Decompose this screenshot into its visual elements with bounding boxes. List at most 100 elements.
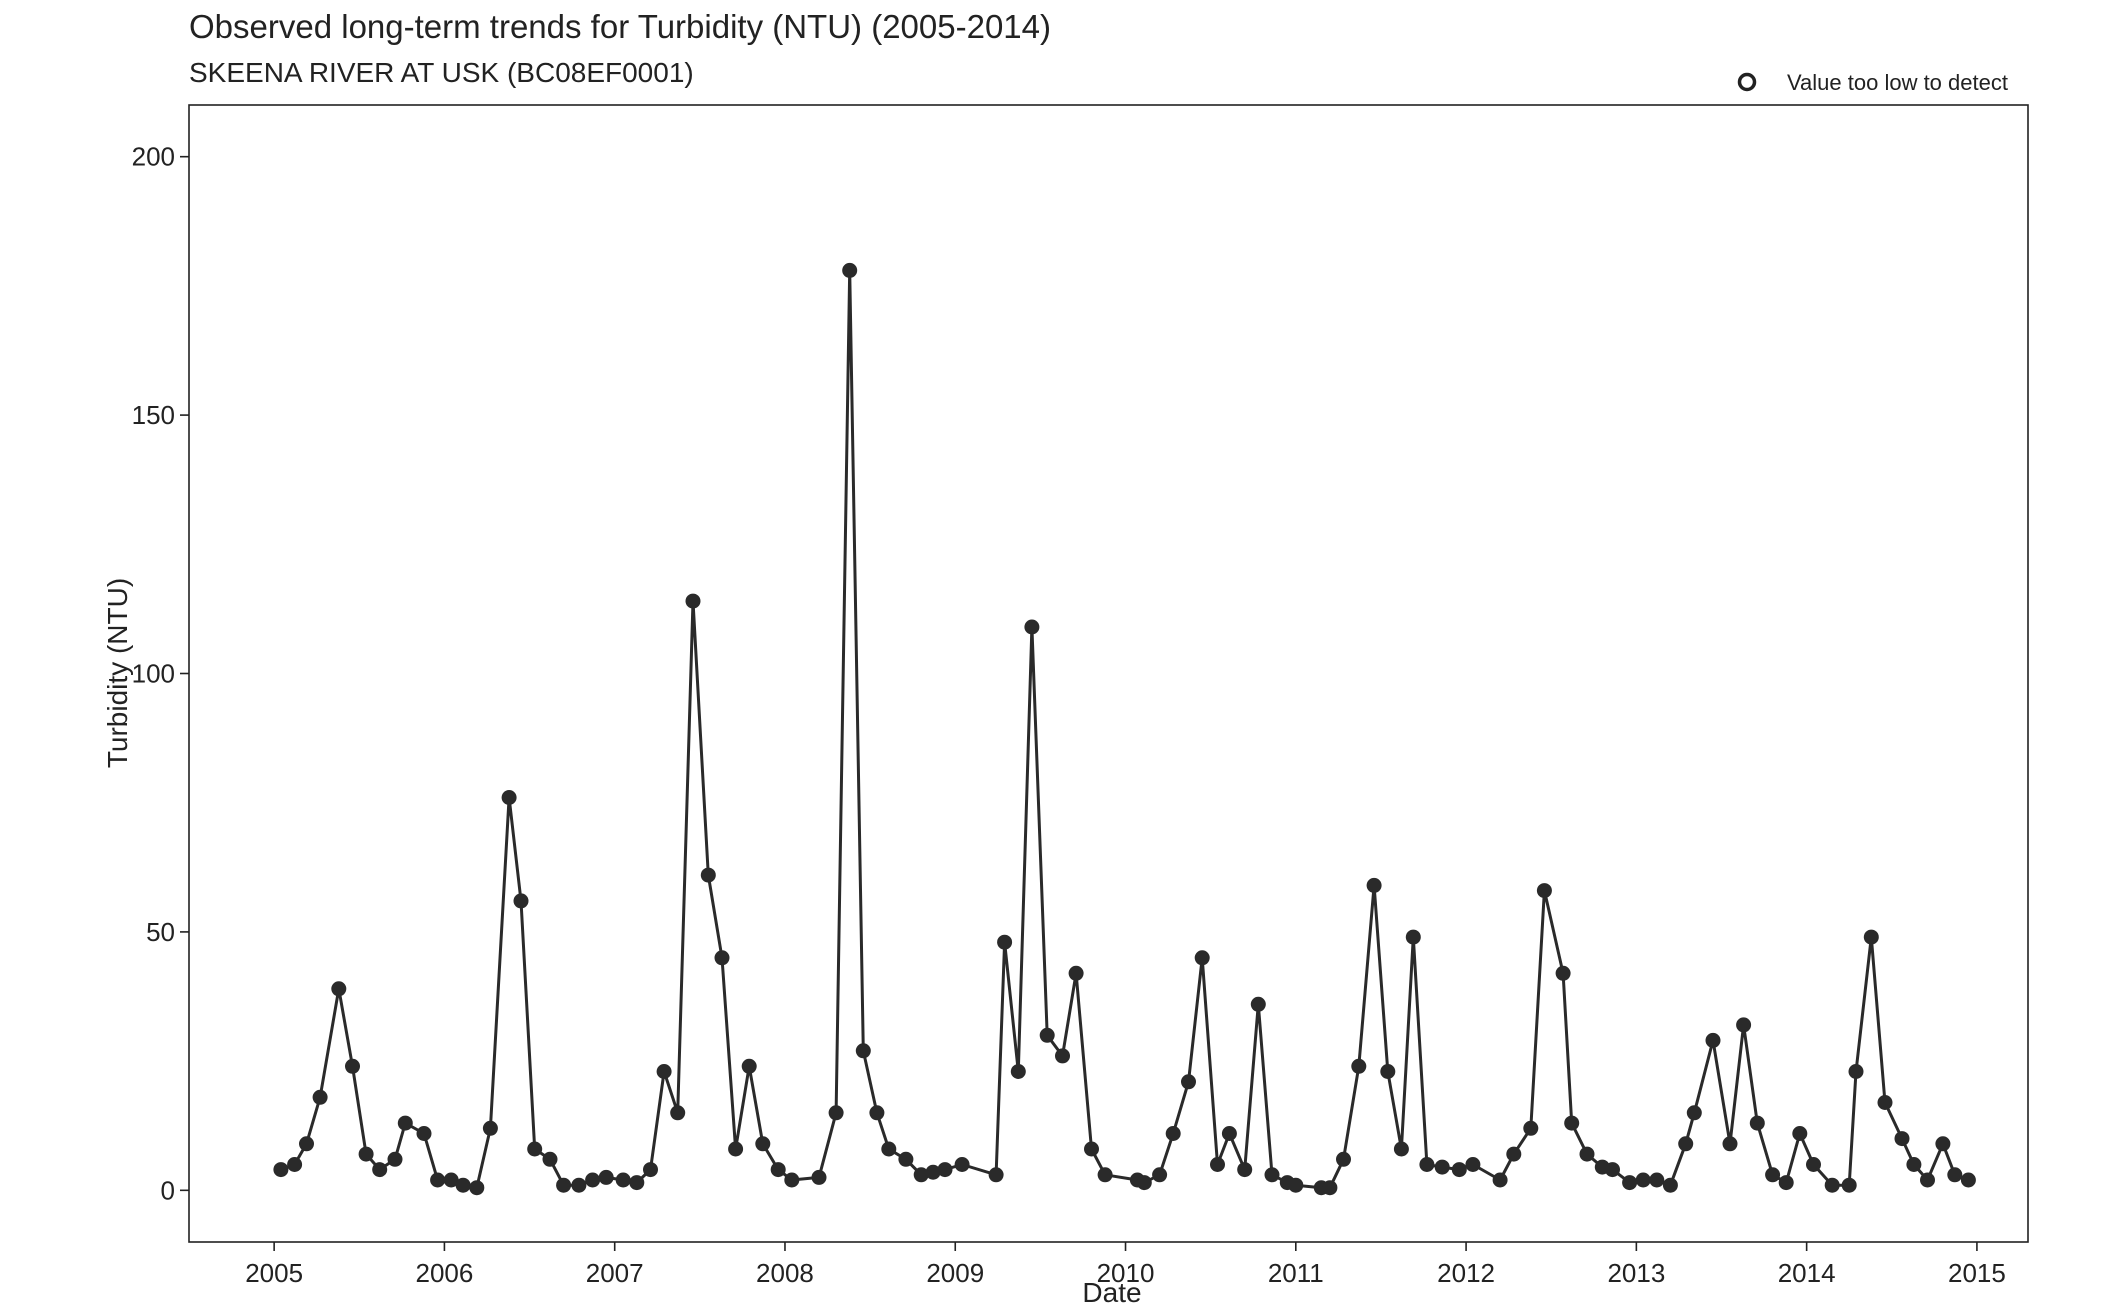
x-tick-label: 2015 — [1948, 1258, 2006, 1288]
data-point — [1622, 1175, 1638, 1191]
data-point — [1288, 1177, 1304, 1193]
data-point — [714, 950, 730, 966]
legend-label: Value too low to detect — [1787, 70, 2008, 95]
data-point — [1351, 1058, 1367, 1074]
data-point — [1877, 1095, 1893, 1110]
data-point — [913, 1167, 929, 1183]
data-point — [1947, 1167, 1963, 1183]
y-tick-label: 150 — [132, 400, 175, 430]
y-tick-label: 50 — [146, 917, 175, 947]
x-axis: 2005 2006 2007 2008 2009 2010 2011 2012 2013 2014… — [245, 1242, 2006, 1288]
data-point — [685, 593, 701, 609]
data-point — [1492, 1172, 1508, 1188]
data-point — [1649, 1172, 1665, 1188]
data-point — [1662, 1177, 1678, 1193]
data-point — [1841, 1177, 1857, 1193]
data-point — [855, 1043, 871, 1059]
data-point — [443, 1172, 459, 1188]
data-point — [1605, 1162, 1620, 1178]
data-point — [513, 893, 529, 909]
plot-panel — [188, 104, 2029, 1243]
data-point — [925, 1164, 941, 1180]
x-tick-label: 2010 — [1097, 1258, 1155, 1288]
data-point — [299, 1136, 314, 1152]
data-point — [881, 1141, 897, 1157]
data-point — [656, 1064, 672, 1079]
y-tick-label: 100 — [132, 659, 175, 689]
data-point — [784, 1172, 800, 1188]
data-point — [1336, 1151, 1351, 1167]
y-tick-label: 0 — [161, 1175, 175, 1205]
data-point — [482, 1120, 498, 1136]
data-point — [1264, 1167, 1280, 1183]
data-point — [954, 1157, 970, 1172]
legend-open-circle-icon — [1737, 72, 1757, 92]
data-point — [1405, 929, 1421, 945]
data-point — [273, 1162, 289, 1178]
data-point — [1579, 1146, 1595, 1162]
x-tick-label: 2012 — [1437, 1258, 1495, 1288]
data-point — [571, 1177, 587, 1193]
data-point — [501, 790, 517, 805]
series-layer — [273, 262, 1976, 1196]
data-point — [1678, 1136, 1694, 1152]
data-point — [1564, 1115, 1580, 1131]
y-axis: 0 50 100 150 200 — [132, 142, 189, 1205]
data-point — [1068, 965, 1084, 981]
data-point — [1366, 877, 1382, 893]
x-tick-label: 2008 — [756, 1258, 814, 1288]
data-point — [1765, 1167, 1781, 1183]
data-point — [397, 1115, 413, 1131]
data-point — [1536, 883, 1552, 899]
data-point — [700, 867, 716, 883]
data-point — [542, 1151, 558, 1167]
x-tick-label: 2014 — [1778, 1258, 1836, 1288]
data-point — [1722, 1136, 1738, 1152]
data-point — [1635, 1172, 1651, 1188]
data-point — [1419, 1157, 1435, 1172]
data-point — [1055, 1048, 1070, 1064]
x-tick-label: 2011 — [1268, 1258, 1324, 1288]
data-point — [1705, 1032, 1721, 1048]
data-point — [1778, 1175, 1794, 1191]
data-point — [643, 1162, 658, 1178]
data-point — [1210, 1157, 1225, 1172]
data-point — [287, 1157, 303, 1172]
data-point — [416, 1126, 432, 1141]
data-point — [312, 1089, 328, 1105]
data-point — [1749, 1115, 1765, 1131]
data-point — [1906, 1157, 1922, 1172]
data-point — [1555, 965, 1571, 981]
data-point — [842, 262, 858, 278]
data-point — [1736, 1017, 1752, 1033]
data-point — [755, 1136, 771, 1152]
data-point — [1792, 1126, 1808, 1141]
data-point — [1434, 1159, 1450, 1175]
x-tick-label: 2007 — [586, 1258, 644, 1288]
data-point — [898, 1151, 914, 1167]
data-point — [937, 1162, 953, 1178]
data-point — [1824, 1177, 1840, 1193]
data-point — [527, 1141, 543, 1157]
data-point — [1250, 996, 1266, 1012]
chart-title: Observed long-term trends for Turbidity … — [189, 8, 1051, 45]
data-point — [1010, 1064, 1026, 1079]
data-point — [345, 1058, 360, 1074]
data-point — [1194, 950, 1210, 966]
x-tick-label: 2013 — [1607, 1258, 1665, 1288]
data-point — [1848, 1064, 1864, 1079]
data-point — [430, 1172, 446, 1188]
data-point — [1465, 1157, 1481, 1172]
data-point — [1960, 1172, 1976, 1188]
data-point — [331, 981, 347, 997]
y-axis-title: Turbidity (NTU) — [102, 578, 133, 768]
x-tick-label: 2006 — [415, 1258, 473, 1288]
data-point — [387, 1151, 403, 1167]
data-point — [1686, 1105, 1702, 1121]
x-axis-title: Date — [1082, 1277, 1141, 1308]
data-point — [1806, 1157, 1821, 1172]
data-point — [1523, 1120, 1539, 1136]
data-point — [811, 1169, 827, 1185]
